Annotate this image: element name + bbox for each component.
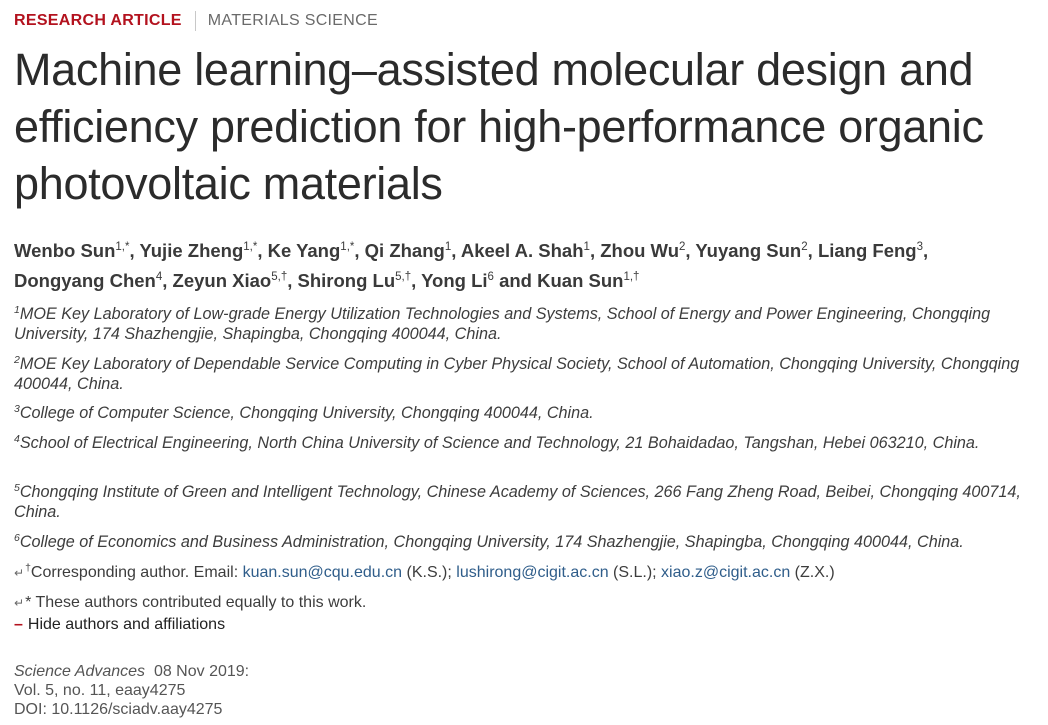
author-name[interactable]: Ke Yang bbox=[267, 240, 341, 261]
author-affiliation-marker: 5,† bbox=[271, 271, 288, 283]
author-separator: , bbox=[354, 240, 365, 261]
corresponding-author-note: ↵†Corresponding author. Email: kuan.sun@… bbox=[14, 563, 835, 583]
author-affiliation-marker: 1,* bbox=[340, 241, 355, 253]
author-separator: , bbox=[685, 240, 696, 261]
affiliation-text: MOE Key Laboratory of Low-grade Energy U… bbox=[14, 305, 991, 343]
affiliation-number: 6 bbox=[14, 532, 20, 544]
author-name[interactable]: Qi Zhang bbox=[364, 240, 445, 261]
publication-info: Science Advances 08 Nov 2019: Vol. 5, no… bbox=[14, 662, 249, 719]
email-note: (S.L.); bbox=[608, 564, 662, 581]
author-list: Wenbo Sun1,*, Yujie Zheng1,*, Ke Yang1,*… bbox=[14, 236, 1014, 296]
author-separator: and bbox=[493, 270, 538, 291]
affiliation-number: 4 bbox=[14, 433, 20, 445]
author-name[interactable]: Akeel A. Shah bbox=[460, 240, 584, 261]
affiliation-2: 2MOE Key Laboratory of Dependable Servic… bbox=[14, 355, 1044, 394]
affiliation-text: Chongqing Institute of Green and Intelli… bbox=[14, 483, 1021, 521]
author-affiliation-marker: 2 bbox=[801, 241, 808, 253]
affiliation-number: 1 bbox=[14, 304, 20, 316]
author-separator: , bbox=[923, 240, 929, 261]
corresponding-prefix: Corresponding author. Email: bbox=[30, 564, 243, 581]
affiliation-5: 5Chongqing Institute of Green and Intell… bbox=[14, 483, 1044, 522]
author-affiliation-marker: 1,* bbox=[115, 241, 130, 253]
kicker-divider bbox=[194, 11, 196, 31]
author-affiliation-marker: 5,† bbox=[395, 271, 412, 283]
affiliation-text: College of Economics and Business Admini… bbox=[19, 533, 964, 551]
affiliation-6: 6College of Economics and Business Admin… bbox=[14, 533, 1044, 553]
email-note: (K.S.); bbox=[402, 564, 457, 581]
author-separator: , bbox=[287, 270, 298, 291]
affiliation-4: 4School of Electrical Engineering, North… bbox=[14, 434, 1044, 454]
email-link-kuan-sun[interactable]: kuan.sun@cqu.edu.cn bbox=[242, 564, 403, 581]
author-name[interactable]: Dongyang Chen bbox=[14, 270, 156, 291]
author-separator: , bbox=[807, 240, 818, 261]
author-separator: , bbox=[257, 240, 268, 261]
author-affiliation-marker: 1 bbox=[444, 241, 452, 253]
email-link-xiao-z[interactable]: xiao.z@cigit.ac.cn bbox=[661, 564, 791, 581]
author-name[interactable]: Wenbo Sun bbox=[14, 240, 116, 261]
journal-name[interactable]: Science Advances bbox=[14, 663, 146, 680]
publication-date: 08 Nov 2019: bbox=[153, 663, 250, 680]
affiliation-number: 2 bbox=[14, 354, 20, 366]
equal-contribution-text: * These authors contributed equally to t… bbox=[25, 594, 367, 611]
article-title: Machine learning–assisted molecular desi… bbox=[14, 44, 984, 209]
author-name[interactable]: Zhou Wu bbox=[600, 240, 679, 261]
author-name[interactable]: Kuan Sun bbox=[537, 270, 624, 291]
affiliation-text: School of Electrical Engineering, North … bbox=[19, 434, 980, 452]
affiliation-3: 3College of Computer Science, Chongqing … bbox=[14, 404, 1044, 424]
author-name[interactable]: Zeyun Xiao bbox=[172, 270, 272, 291]
email-note: (Z.X.) bbox=[790, 564, 835, 581]
return-arrow-icon[interactable]: ↵ bbox=[14, 596, 25, 610]
journal-line: Science Advances 08 Nov 2019: bbox=[14, 662, 249, 681]
affiliation-number: 5 bbox=[14, 482, 20, 494]
author-name[interactable]: Liang Feng bbox=[817, 240, 917, 261]
author-name[interactable]: Yuyang Sun bbox=[695, 240, 802, 261]
author-separator: , bbox=[129, 240, 140, 261]
equal-contribution-note: ↵* These authors contributed equally to … bbox=[14, 593, 366, 613]
author-separator: , bbox=[451, 240, 461, 261]
article-kicker: RESEARCH ARTICLE MATERIALS SCIENCE bbox=[14, 10, 378, 32]
subject-label[interactable]: MATERIALS SCIENCE bbox=[207, 12, 378, 29]
author-name[interactable]: Shirong Lu bbox=[297, 270, 396, 291]
email-link-lushirong[interactable]: lushirong@cigit.ac.cn bbox=[456, 564, 609, 581]
affiliation-text: MOE Key Laboratory of Dependable Service… bbox=[14, 355, 1020, 393]
dagger-marker: † bbox=[25, 562, 31, 574]
affiliation-1: 1MOE Key Laboratory of Low-grade Energy … bbox=[14, 305, 1044, 344]
author-affiliation-marker: 6 bbox=[487, 271, 494, 283]
author-separator: , bbox=[162, 270, 173, 291]
return-arrow-icon[interactable]: ↵ bbox=[14, 566, 25, 580]
author-affiliation-marker: 1 bbox=[583, 241, 590, 253]
minus-icon: – bbox=[14, 616, 23, 633]
article-type-label[interactable]: RESEARCH ARTICLE bbox=[14, 12, 182, 29]
author-separator: , bbox=[411, 270, 422, 291]
affiliation-text: College of Computer Science, Chongqing U… bbox=[19, 404, 594, 422]
author-name[interactable]: Yong Li bbox=[421, 270, 488, 291]
author-name[interactable]: Yujie Zheng bbox=[139, 240, 244, 261]
doi-line: DOI: 10.1126/sciadv.aay4275 bbox=[14, 701, 223, 718]
author-separator: , bbox=[589, 240, 601, 261]
author-affiliation-marker: 1,* bbox=[243, 241, 258, 253]
affiliation-number: 3 bbox=[14, 403, 20, 415]
volume-line: Vol. 5, no. 11, eaay4275 bbox=[14, 682, 186, 699]
author-affiliation-marker: 1,† bbox=[623, 271, 640, 283]
author-affiliation-marker: 3 bbox=[916, 241, 924, 253]
author-affiliation-marker: 4 bbox=[155, 271, 163, 283]
hide-authors-toggle[interactable]: – Hide authors and affiliations bbox=[14, 616, 225, 634]
hide-authors-label: Hide authors and affiliations bbox=[27, 616, 226, 633]
author-affiliation-marker: 2 bbox=[679, 241, 686, 253]
